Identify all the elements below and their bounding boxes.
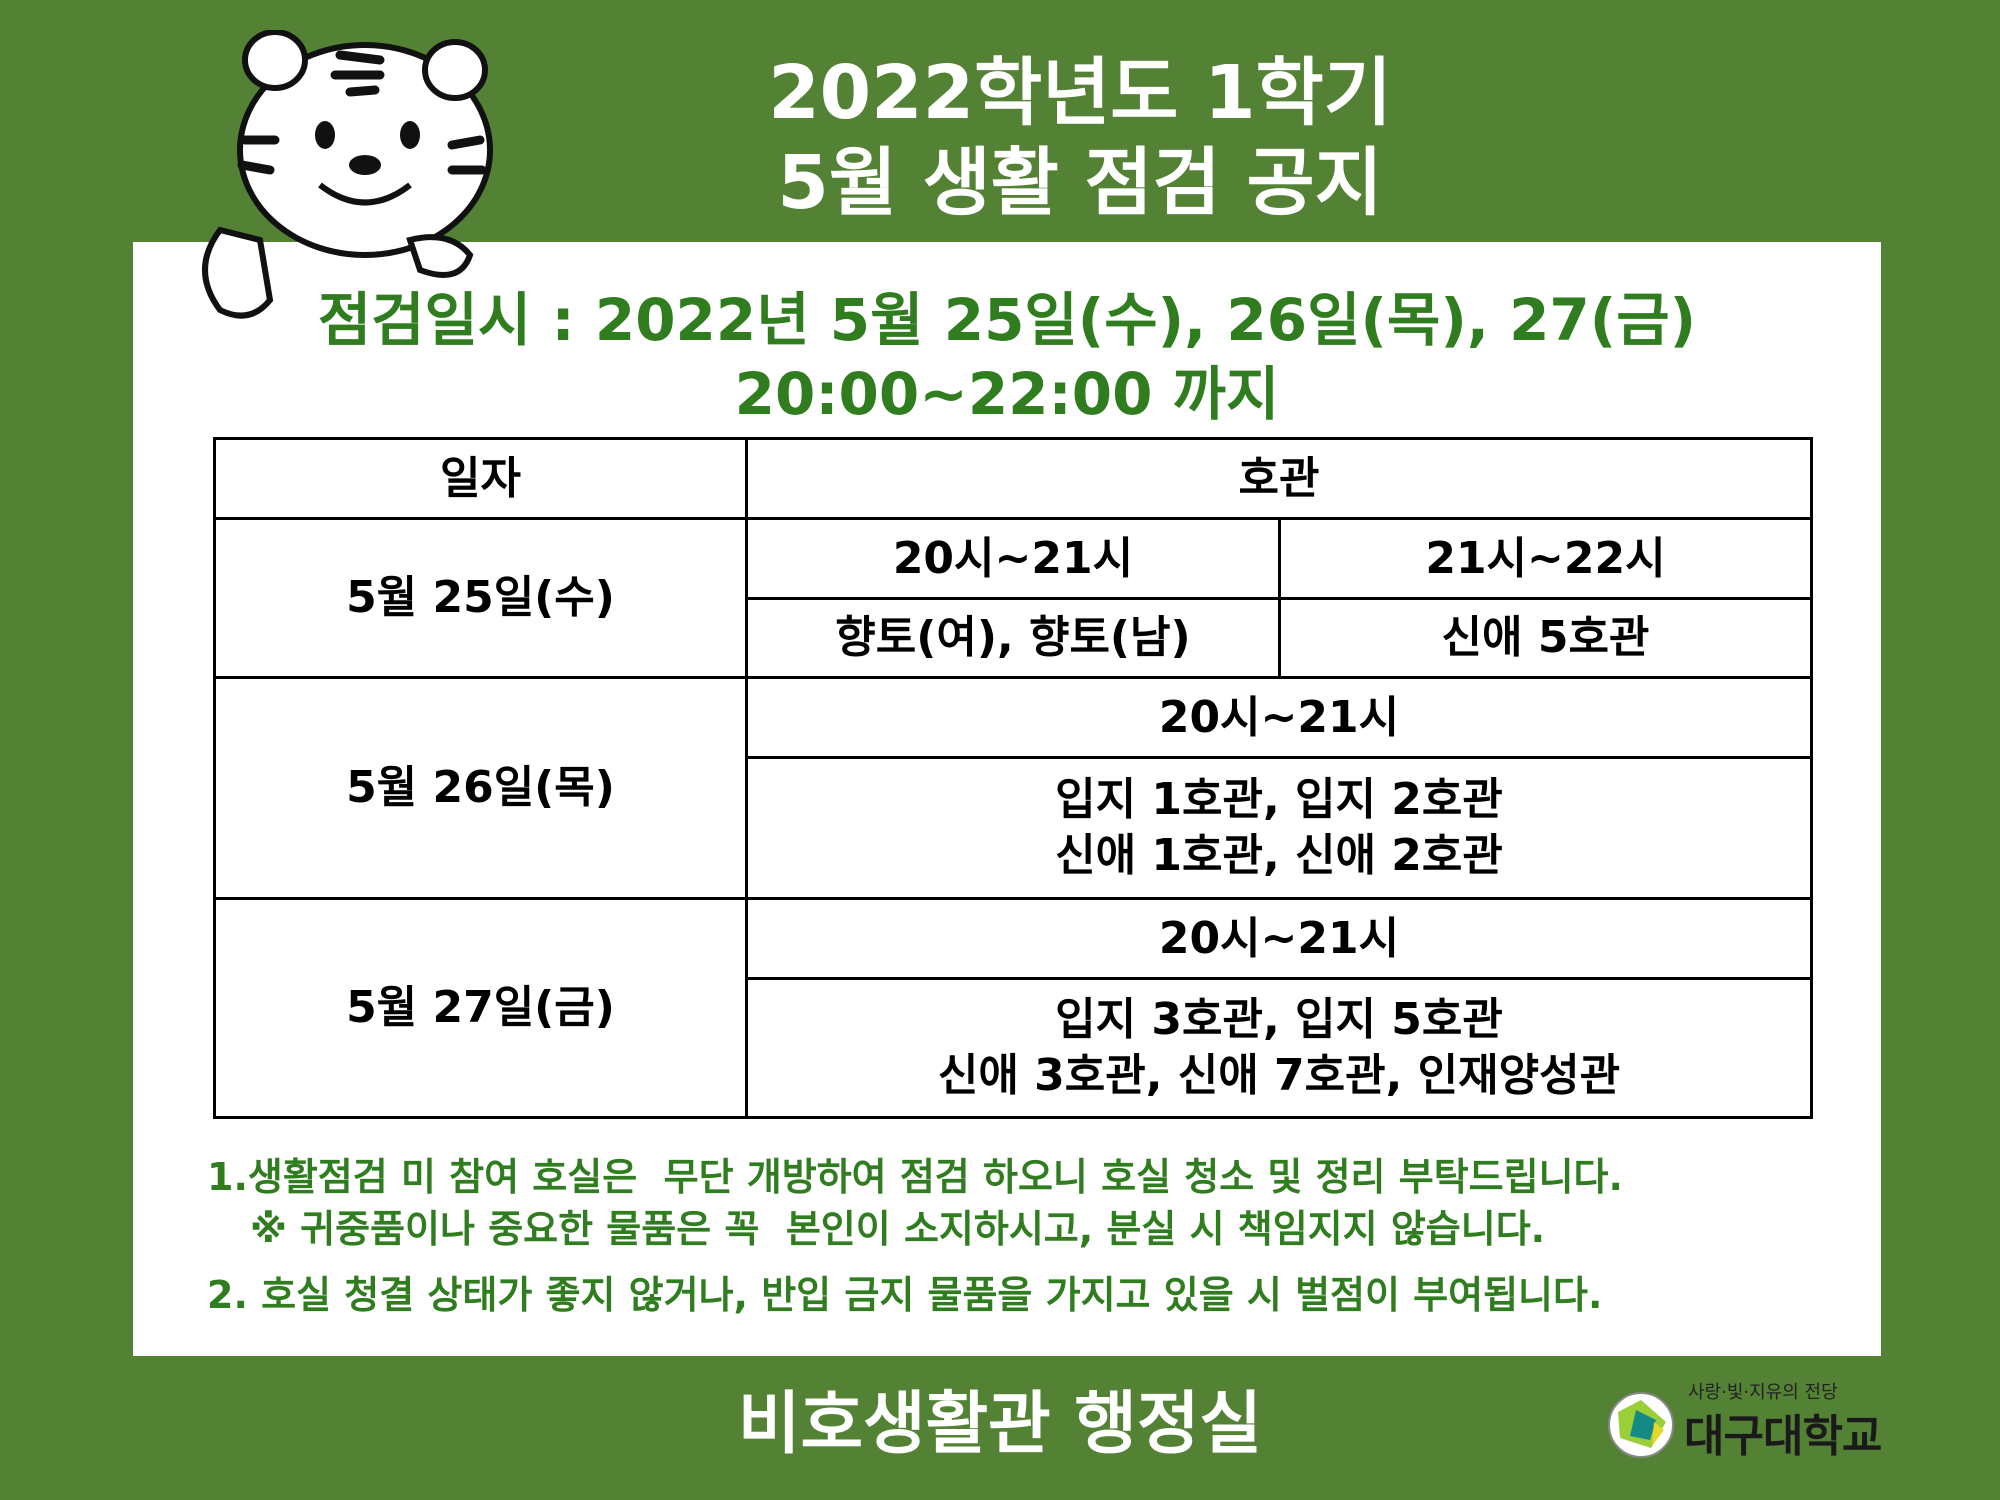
tiger-mascot-icon	[202, 30, 493, 319]
halls-line: 입지 1호관, 입지 2호관	[1055, 774, 1503, 825]
page-title-line1: 2022학년도 1학기	[768, 50, 1392, 136]
university-seal-icon	[1608, 1392, 1674, 1458]
table-row: 향토(여), 향토(남) 신애 5호관	[215, 597, 1814, 679]
university-slogan: 사랑·빛·지유의 전당	[1688, 1382, 1838, 1403]
halls-line: 신애 3호관, 신애 7호관, 인재양성관	[937, 1050, 1621, 1101]
header-date: 일자	[213, 437, 748, 520]
row-time: 20시~21시	[744, 676, 1814, 759]
table-row: 입지 1호관, 입지 2호관 신애 1호관, 신애 2호관	[215, 756, 1814, 900]
university-logo: 사랑·빛·지유의 전당 대구대학교	[1606, 1378, 1896, 1468]
university-name: 대구대학교	[1684, 1411, 1882, 1462]
halls-line: 입지 3호관, 입지 5호관	[1055, 994, 1503, 1045]
table-header-row: 일자 호관	[213, 437, 1814, 520]
schedule-time: 20:00~22:00 까지	[734, 360, 1280, 428]
row-halls: 입지 1호관, 입지 2호관 신애 1호관, 신애 2호관	[744, 756, 1814, 900]
header-hall: 호관	[744, 437, 1814, 520]
note-1-sub: ※ 귀중품이나 중요한 물품은 꼭 본인이 소지하시고, 분실 시 책임지지 않…	[250, 1207, 1546, 1251]
row-halls: 신애 5호관	[1277, 597, 1814, 679]
schedule-dates: 점검일시 : 2022년 5월 25일(수), 26일(목), 27(금)	[317, 286, 1697, 354]
note-1: 1.생활점검 미 참여 호실은 무단 개방하여 점검 하오니 호실 청소 및 정…	[207, 1155, 1623, 1199]
row-halls: 입지 3호관, 입지 5호관 신애 3호관, 신애 7호관, 인재양성관	[744, 977, 1814, 1119]
note-2: 2. 호실 청결 상태가 좋지 않거나, 반입 금지 물품을 가지고 있을 시 …	[207, 1273, 1603, 1317]
halls-line: 신애 1호관, 신애 2호관	[1055, 830, 1503, 881]
row-date: 5월 27일(금)	[213, 897, 748, 1119]
page-title-line2: 5월 생활 점검 공지	[777, 140, 1383, 226]
table-row: 5월 26일(목) 20시~21시	[213, 676, 1814, 900]
table-row: 입지 3호관, 입지 5호관 신애 3호관, 신애 7호관, 인재양성관	[215, 977, 1814, 1119]
office-name: 비호생활관 행정실	[737, 1385, 1263, 1464]
row-time: 21시~22시	[1277, 517, 1814, 600]
row-date: 5월 25일(수)	[213, 517, 748, 679]
inspection-table: 일자 호관 5월 25일(수) 20시~21시 21시~22시 향토(여), 향…	[213, 437, 1814, 1119]
row-halls: 향토(여), 향토(남)	[744, 597, 1281, 679]
table-row: 5월 27일(금) 20시~21시	[213, 897, 1814, 1119]
row-time: 20시~21시	[744, 517, 1281, 600]
row-time: 20시~21시	[744, 897, 1814, 980]
row-date: 5월 26일(목)	[213, 676, 748, 900]
table-row: 5월 25일(수) 20시~21시 21시~22시	[213, 517, 1814, 679]
